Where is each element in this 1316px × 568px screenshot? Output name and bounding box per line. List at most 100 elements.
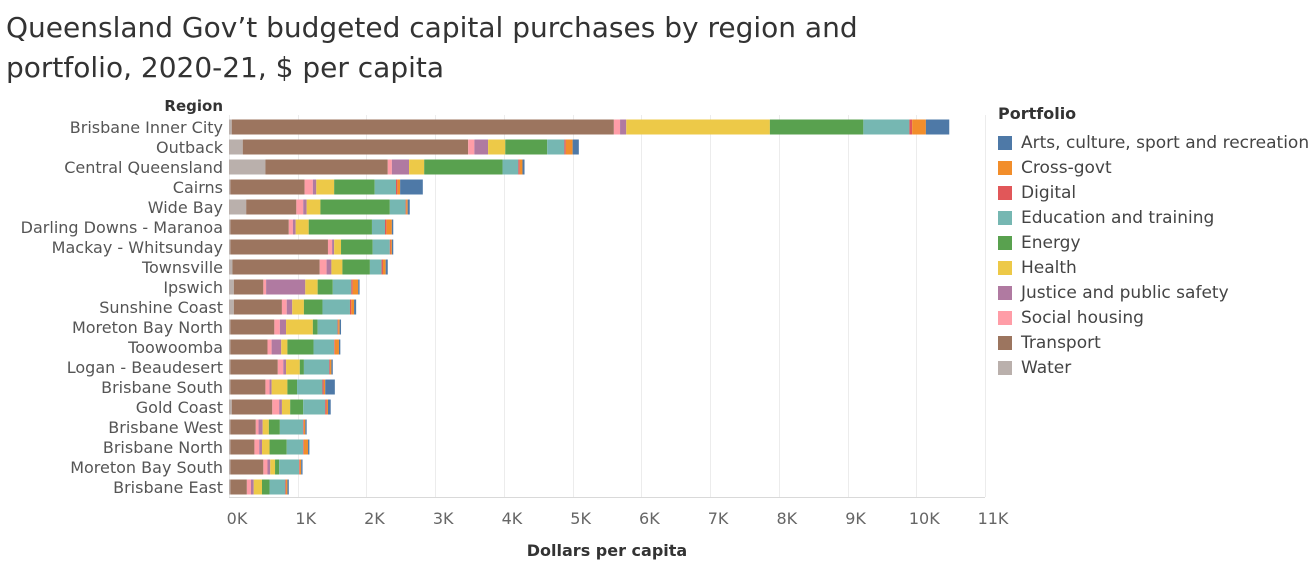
bar-segment [305,279,318,295]
bar-segment [263,279,267,295]
bar-segment [312,319,318,335]
bar-segment [267,339,272,355]
bar-segment [405,199,407,215]
legend-label: Arts, culture, sport and recreation [1021,132,1310,153]
bar-segment [305,419,307,435]
bar-segment [505,139,548,155]
x-tick-label: 11K [978,509,1009,528]
bar-segment [269,479,286,495]
bar-segment [229,179,231,195]
legend-swatch [998,310,1012,325]
bar-segment [334,179,375,195]
bar-segment [230,379,266,395]
bar-segment [386,219,392,235]
bar-segment [351,279,353,295]
bar-segment [286,439,304,455]
legend-swatch [998,185,1012,200]
category-label: Central Queensland [64,158,223,177]
bar-segment [303,419,306,435]
bar-segment [303,439,304,455]
bar-segment [229,419,231,435]
bar-segment [547,139,565,155]
legend-item[interactable]: Education and training [998,205,1316,230]
bar-segment [334,339,339,355]
legend-item[interactable]: Energy [998,230,1316,255]
bar-segment [281,399,291,415]
bar-segment [391,239,394,255]
legend-swatch [998,285,1012,300]
bar-segment [229,159,266,175]
category-label: Darling Downs - Maranoa [21,218,223,237]
bar-segment [261,439,270,455]
category-label: Brisbane West [108,418,223,437]
legend-item[interactable]: Digital [998,180,1316,205]
legend-label: Transport [1021,332,1101,353]
bar-segment [322,379,324,395]
bar-segment [354,299,357,315]
legend-label: Water [1021,357,1072,378]
x-tick-label: 8K [776,509,797,528]
bar-segment [292,219,296,235]
bar-segment [270,459,276,475]
bar-segment [288,219,293,235]
bar-segment [358,279,360,295]
bar-segment [372,239,390,255]
bar-segment [349,299,352,315]
bar-segment [303,439,309,455]
legend-item[interactable]: Arts, culture, sport and recreation [998,130,1316,155]
bar-segment [334,239,342,255]
bar-segment [229,339,231,355]
bar-segment [385,259,388,275]
bar-segment [297,379,323,395]
bar-segment [385,219,387,235]
bar-segment [258,419,263,435]
bar-segment [290,399,304,415]
legend-item[interactable]: Justice and public safety [998,280,1316,305]
bar-segment [407,199,410,215]
category-label: Brisbane North [103,438,223,457]
bar-segment [303,299,323,315]
category-label: Moreton Bay South [70,458,223,477]
bar-segment [286,359,300,375]
category-label: Moreton Bay North [72,318,223,337]
legend-label: Energy [1021,232,1081,253]
bar-segment [296,199,304,215]
category-label: Sunshine Coast [99,298,223,317]
legend-label: Health [1021,257,1077,278]
bar-segment [230,419,256,435]
legend-item[interactable]: Health [998,255,1316,280]
bar-segment [229,439,231,455]
legend-item[interactable]: Cross-govt [998,155,1316,180]
legend-item[interactable]: Transport [998,330,1316,355]
bar-segment [275,459,280,475]
bar-segment [565,139,573,155]
bar-segment [272,399,280,415]
bar-segment [265,159,388,175]
legend-item[interactable]: Social housing [998,305,1316,330]
bar-segment [285,479,287,495]
bar-segment [323,379,326,395]
x-tick-label: 0K [227,509,248,528]
bar-segment [351,299,355,315]
bar-segment [334,339,335,355]
legend: Portfolio Arts, culture, sport and recre… [998,102,1316,380]
bar-segment [295,219,309,235]
bar-segment [308,219,372,235]
bar-segment [232,259,320,275]
bar-segment [468,139,475,155]
legend-item[interactable]: Water [998,355,1316,380]
bar-segment [283,359,287,375]
bar-segment [229,259,233,275]
bar-segment [319,259,327,275]
bar-segment [299,459,302,475]
category-label: Brisbane South [101,378,223,397]
bar-segment [286,479,288,495]
bar-segment [229,459,231,475]
bar-segment [230,459,264,475]
x-tick-label: 9K [845,509,866,528]
bar-segment [409,159,425,175]
bar-segment [269,439,287,455]
x-tick-label: 6K [639,509,660,528]
legend-swatch [998,160,1012,175]
